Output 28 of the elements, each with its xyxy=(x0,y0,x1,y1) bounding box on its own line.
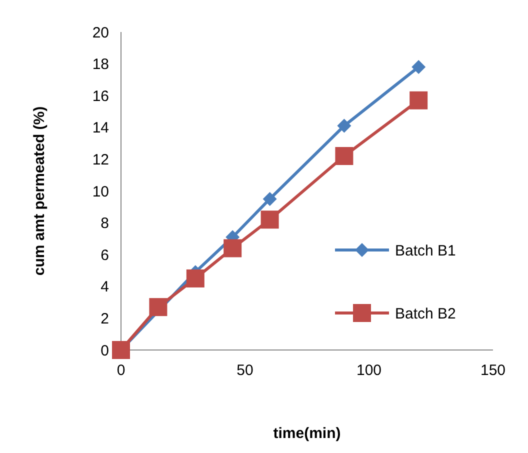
x-tick-label: 0 xyxy=(116,362,126,379)
y-tick-label: 2 xyxy=(100,310,109,328)
point xyxy=(412,60,426,74)
legend-label: Batch B2 xyxy=(395,305,456,322)
x-axis-title: time(min) xyxy=(273,425,341,442)
x-tick-label: 150 xyxy=(480,362,506,379)
point xyxy=(335,147,354,166)
point xyxy=(260,210,279,229)
y-tick-label: 14 xyxy=(92,120,109,137)
point xyxy=(337,118,352,133)
point xyxy=(224,239,242,258)
y-axis-title: cum amt permeated (%) xyxy=(31,106,48,276)
y-tick-label: 6 xyxy=(100,246,109,264)
point xyxy=(186,269,204,288)
point xyxy=(149,298,168,316)
legend-label: Batch B1 xyxy=(395,242,456,260)
y-tick-label: 20 xyxy=(92,24,109,42)
point xyxy=(410,91,428,110)
point xyxy=(262,192,277,206)
y-tick-label: 12 xyxy=(92,151,109,168)
x-tick-label: 100 xyxy=(356,362,382,379)
x-tick-label: 50 xyxy=(236,362,254,379)
y-tick-label: 10 xyxy=(92,183,109,200)
y-tick-label: 16 xyxy=(92,88,109,105)
y-tick-label: 18 xyxy=(92,56,109,74)
y-tick-label: 4 xyxy=(100,278,109,296)
y-tick-label: 0 xyxy=(100,342,109,360)
y-tick-label: 8 xyxy=(100,215,109,232)
